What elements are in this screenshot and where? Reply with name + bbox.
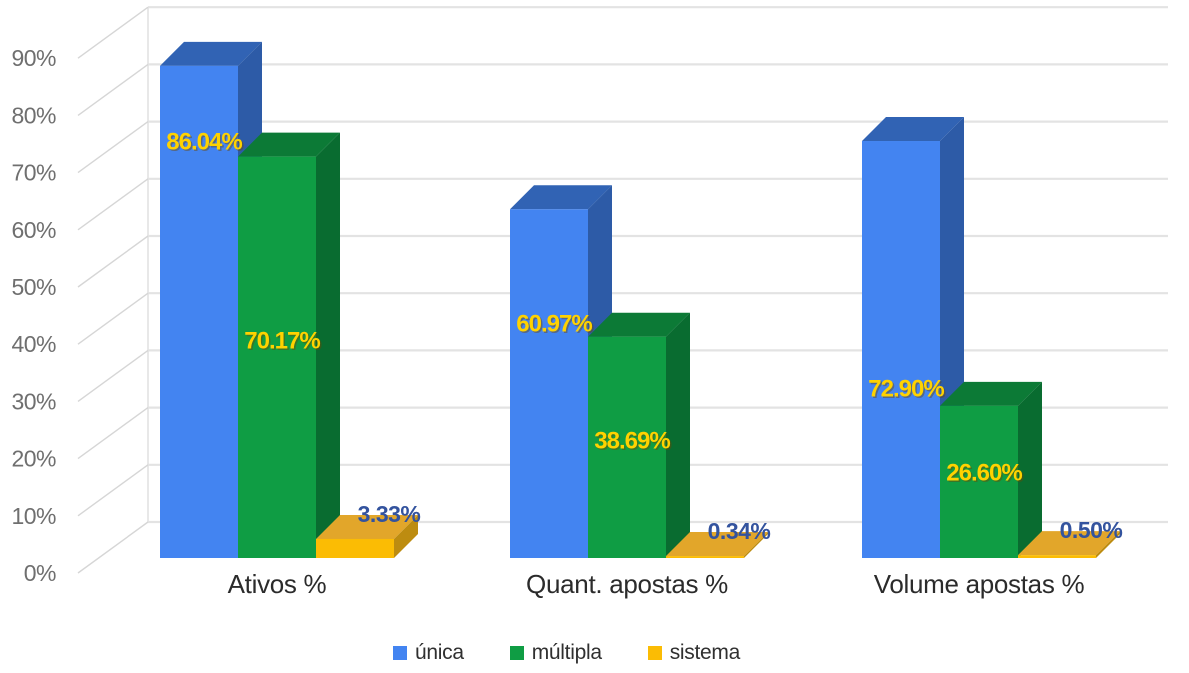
bar-front-face xyxy=(940,405,1018,558)
bar-múltipla-2[interactable] xyxy=(588,312,690,558)
gridline-diagonal xyxy=(77,292,149,345)
bar-side-face xyxy=(1096,531,1120,558)
y-tick-label: 30% xyxy=(11,388,56,414)
value-label-múltipla: 38.69% xyxy=(594,428,670,455)
bar-top-face xyxy=(316,514,418,539)
legend-item-multipla[interactable]: múltipla xyxy=(509,641,602,665)
legend-label-sistema: sistema xyxy=(669,641,741,664)
gridline-diagonal xyxy=(77,521,149,574)
gridline-diagonal xyxy=(77,407,149,460)
legend-label-multipla: múltipla xyxy=(531,641,602,664)
value-label-única: 72.90% xyxy=(868,376,944,403)
gridline-diagonal xyxy=(77,235,149,288)
y-tick-label: 10% xyxy=(11,503,56,529)
bar-side-face xyxy=(666,312,690,558)
bar-front-face xyxy=(160,65,238,558)
gridline-diagonal xyxy=(77,464,149,517)
gridline-diagonal xyxy=(77,178,149,231)
value-label-múltipla: 26.60% xyxy=(946,460,1022,487)
bar-chart-3d: 0% 10% 20% 30% 40% 50% 60% 70% 80% 90% Ativos % Qua… xyxy=(11,6,1168,599)
value-label-única: 86.04% xyxy=(166,129,242,156)
bar-front-face xyxy=(666,556,744,558)
bar-top-face xyxy=(510,185,612,210)
y-tick-label: 0% xyxy=(24,560,56,586)
legend-swatch-unica xyxy=(393,646,408,660)
category-label: Quant. apostas % xyxy=(526,569,728,599)
bar-top-face xyxy=(940,381,1042,406)
value-label-sistema: 0.50% xyxy=(1060,517,1123,543)
bar-top-face xyxy=(1018,531,1120,556)
legend: única múltipla sistema xyxy=(0,639,1189,667)
category-label: Ativos % xyxy=(228,569,327,599)
bar-front-face xyxy=(588,336,666,558)
value-label-única: 60.97% xyxy=(516,311,592,338)
bar-front-face xyxy=(238,156,316,558)
legend-label-unica: única xyxy=(415,641,464,664)
gridline-diagonal xyxy=(77,121,149,174)
value-label-sistema: 0.34% xyxy=(708,518,771,544)
bar-sistema-1[interactable] xyxy=(316,514,418,558)
bar-side-face xyxy=(1018,381,1042,558)
bar-side-face xyxy=(744,532,768,558)
bar-top-face xyxy=(588,312,690,337)
bar-múltipla-3[interactable] xyxy=(940,381,1042,558)
value-label-múltipla: 70.17% xyxy=(244,328,320,355)
y-tick-label: 40% xyxy=(11,331,56,357)
gridline-diagonal xyxy=(77,6,149,59)
bar-side-face xyxy=(394,514,418,558)
legend-item-sistema[interactable]: sistema xyxy=(647,641,741,665)
legend-item-unica[interactable]: única xyxy=(393,641,464,665)
y-tick-label: 80% xyxy=(11,102,56,128)
y-tick-label: 20% xyxy=(11,446,56,472)
bar-front-face xyxy=(862,141,940,558)
y-tick-label: 90% xyxy=(11,45,56,71)
legend-swatch-sistema xyxy=(647,646,662,660)
y-tick-label: 50% xyxy=(11,274,56,300)
bar-sistema-3[interactable] xyxy=(1018,531,1120,558)
bar-side-face xyxy=(316,132,340,558)
bar-front-face xyxy=(316,538,394,558)
y-tick-label: 70% xyxy=(11,160,56,186)
bar-front-face xyxy=(510,209,588,559)
bar-front-face xyxy=(1018,555,1096,558)
bar-múltipla-1[interactable] xyxy=(238,132,340,558)
y-tick-label: 60% xyxy=(11,217,56,243)
gridline-diagonal xyxy=(77,349,149,402)
bar-top-face xyxy=(238,132,340,157)
category-label: Volume apostas % xyxy=(874,569,1085,599)
bar-sistema-2[interactable] xyxy=(666,532,768,558)
value-label-sistema: 3.33% xyxy=(358,501,421,527)
bar-top-face xyxy=(862,117,964,142)
bar-top-face xyxy=(160,41,262,66)
bar-top-face xyxy=(666,532,768,557)
gridline-diagonal xyxy=(77,63,149,116)
legend-swatch-multipla xyxy=(509,646,524,660)
